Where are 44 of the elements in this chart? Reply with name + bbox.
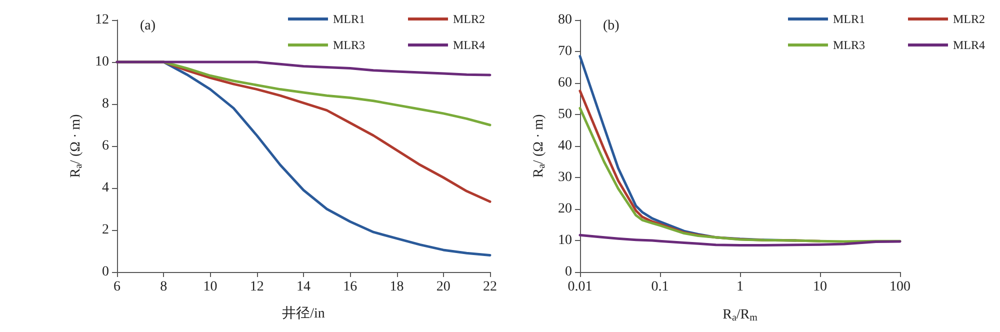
legend-label: MLR3 bbox=[832, 38, 866, 52]
y-tick-label: 40 bbox=[558, 138, 572, 154]
x-tick-label: 0.01 bbox=[568, 280, 592, 294]
x-tick-label: 0.1 bbox=[651, 280, 669, 294]
y-axis-title: Ra/ (Ω · m) bbox=[532, 114, 548, 178]
legend-label: MLR1 bbox=[332, 12, 366, 26]
legend-label: MLR4 bbox=[452, 38, 486, 52]
y-tick-label: 6 bbox=[102, 138, 109, 154]
legend-label: MLR2 bbox=[452, 12, 486, 26]
x-tick-label: 1 bbox=[736, 280, 744, 294]
x-tick-label: 6 bbox=[114, 280, 120, 294]
x-tick-label: 14 bbox=[296, 280, 310, 294]
y-tick-label: 10 bbox=[95, 54, 109, 70]
y-tick-label: 60 bbox=[558, 76, 572, 90]
y-tick-label: 70 bbox=[558, 44, 572, 59]
chart-title: (a) bbox=[140, 18, 156, 34]
y-tick-label: 30 bbox=[558, 170, 572, 185]
x-tick-label: 16 bbox=[343, 280, 358, 294]
legend-label: MLR1 bbox=[832, 12, 866, 26]
chart-title: (b) bbox=[603, 18, 620, 34]
y-tick-label: 10 bbox=[558, 233, 572, 248]
line-series bbox=[116, 60, 492, 76]
y-axis-title: Ra/ (Ω · m) bbox=[68, 114, 85, 178]
y-tick-label: 50 bbox=[558, 107, 572, 122]
x-tick-label: 12 bbox=[250, 280, 264, 294]
x-axis-title: 井径/in bbox=[282, 306, 325, 322]
x-tick-label: 8 bbox=[160, 280, 168, 294]
x-tick-label: 10 bbox=[203, 280, 218, 294]
x-tick-label: 100 bbox=[890, 280, 910, 294]
y-tick-label: 80 bbox=[558, 12, 572, 28]
y-tick-label: 12 bbox=[95, 12, 109, 28]
y-tick-label: 20 bbox=[558, 202, 572, 216]
y-tick-label: 4 bbox=[102, 180, 109, 196]
legend-label: MLR2 bbox=[952, 12, 986, 26]
y-tick-label: 8 bbox=[102, 96, 109, 112]
y-tick-label: 0 bbox=[102, 264, 109, 280]
x-tick-label: 10 bbox=[813, 280, 827, 294]
legend-label: MLR4 bbox=[952, 38, 986, 52]
x-tick-label: 18 bbox=[390, 280, 404, 294]
x-tick-label: 22 bbox=[483, 280, 497, 294]
x-tick-label: 20 bbox=[436, 280, 450, 294]
y-tick-label: 0 bbox=[565, 264, 572, 280]
legend-label: MLR3 bbox=[332, 38, 366, 52]
y-tick-label: 2 bbox=[102, 222, 109, 238]
